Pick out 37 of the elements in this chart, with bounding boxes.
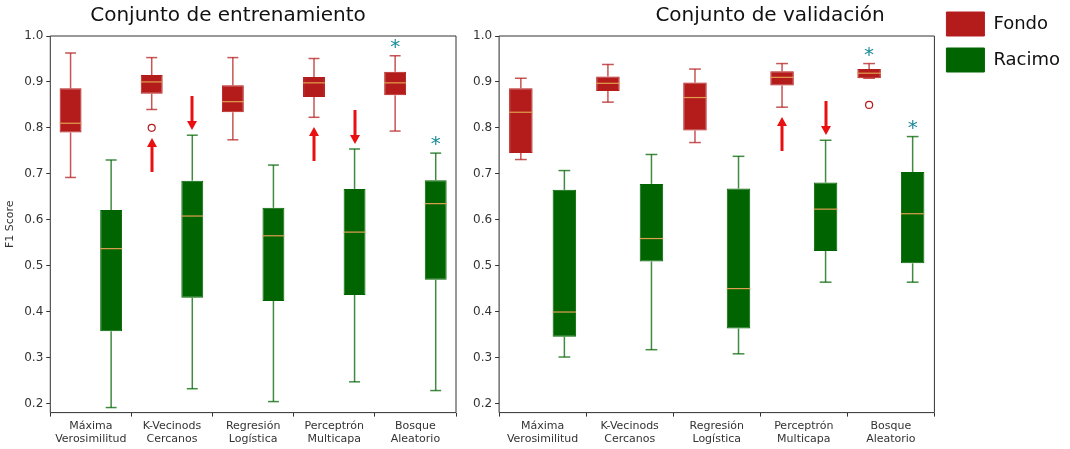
x-tick-label: K-Vecinods Cercanos [600, 419, 660, 446]
annotation: * [907, 114, 918, 139]
annotation: * [430, 131, 441, 156]
x-tick-label: Regresión Logística [689, 419, 744, 446]
x-tick-label: Perceptrón Multicapa [774, 419, 834, 446]
x-tick-label: Máxima Verosimilitud [506, 419, 579, 446]
x-tick-label: K-Vecinods Cercanos [142, 419, 202, 446]
y-tick-label: 0.3 [24, 349, 44, 364]
x-tick-label: Regresión Logística [225, 419, 281, 446]
y-tick-label: 0.6 [472, 211, 493, 226]
x-tick-label: Bosque Aleatorio [390, 419, 441, 446]
legend-label: Fondo [993, 11, 1048, 33]
y-tick-label: 0.5 [472, 257, 493, 272]
chart-title: Conjunto de entrenamiento [90, 2, 366, 27]
y-tick-label: 0.3 [472, 349, 493, 364]
x-tick-label: Perceptrón Multicapa [304, 419, 364, 446]
x-tick-label: Máxima Verosimilitud [55, 419, 127, 446]
x-tick-label: Bosque Aleatorio [866, 419, 916, 446]
y-tick-label: 0.9 [472, 74, 493, 89]
y-tick-label: 1.0 [24, 28, 44, 43]
y-tick-label: 0.2 [24, 395, 44, 410]
annotation: * [390, 33, 401, 58]
y-tick-label: 0.6 [24, 211, 44, 226]
legend-label: Racimo [993, 47, 1061, 69]
chart-title: Conjunto de validación [655, 2, 885, 27]
y-tick-label: 0.4 [472, 303, 493, 318]
y-tick-label: 0.7 [472, 165, 493, 180]
annotation: * [864, 41, 875, 66]
y-tick-label: 0.4 [24, 303, 44, 318]
y-axis-title: F1 Score [3, 200, 17, 249]
y-tick-label: 0.5 [24, 257, 44, 272]
y-tick-label: 1.0 [472, 28, 493, 43]
y-tick-label: 0.8 [472, 119, 493, 134]
y-tick-label: 0.2 [472, 395, 493, 410]
y-tick-label: 0.9 [24, 74, 44, 89]
y-tick-label: 0.8 [24, 119, 44, 134]
y-tick-label: 0.7 [24, 165, 44, 180]
